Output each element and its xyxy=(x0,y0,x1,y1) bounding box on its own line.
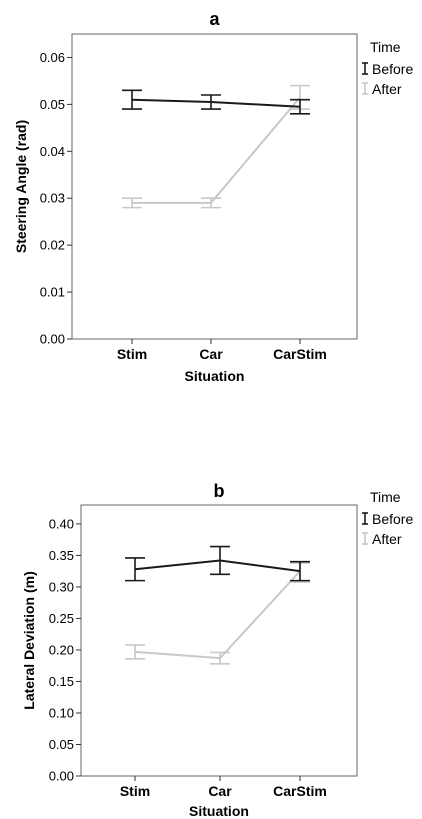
chart-1-legend-title: Time xyxy=(370,39,401,55)
chart-2-y-tick-label: 0.40 xyxy=(49,516,74,531)
chart-1-series-after-line xyxy=(132,96,301,204)
chart-1-x-category-label: Stim xyxy=(117,346,147,362)
chart-2-legend-title: Time xyxy=(370,489,401,505)
chart-1-legend-entry-after: After xyxy=(372,81,402,97)
chart-2-y-tick-label: 0.00 xyxy=(49,769,74,784)
chart-2-x-category-label: Stim xyxy=(120,783,150,799)
chart-2-y-axis-label: Lateral Deviation (m) xyxy=(21,571,37,709)
chart-2-y-tick-label: 0.35 xyxy=(49,548,74,563)
chart-2-y-tick-label: 0.25 xyxy=(49,611,74,626)
chart-1-x-category-label: Car xyxy=(199,346,223,362)
chart-1-y-axis-label: Steering Angle (rad) xyxy=(13,120,29,253)
chart-2-series-after-line xyxy=(134,570,301,660)
chart-2-series-before-line xyxy=(134,559,301,573)
chart-2-y-tick-label: 0.30 xyxy=(49,579,74,594)
chart-2-x-axis-label: Situation xyxy=(189,803,249,819)
chart-2-y-tick-label: 0.20 xyxy=(49,642,74,657)
chart-2-y-tick-label: 0.15 xyxy=(49,674,74,689)
chart-1-plot-frame xyxy=(71,33,358,340)
chart-1-y-tick-label: 0.00 xyxy=(40,332,65,347)
chart-1-y-tick-label: 0.04 xyxy=(40,144,65,159)
chart-2-x-category-label: Car xyxy=(208,783,232,799)
chart-2-legend-entry-after: After xyxy=(372,531,402,547)
chart-2-plot-frame xyxy=(80,504,358,777)
chart-1-series-before-line xyxy=(131,98,301,108)
chart-1-x-category-label: CarStim xyxy=(273,346,327,362)
chart-1-y-tick-label: 0.02 xyxy=(40,238,65,253)
chart-1-y-tick-label: 0.03 xyxy=(40,191,65,206)
chart-1-x-axis-label: Situation xyxy=(185,368,245,384)
chart-2-x-category-label: CarStim xyxy=(273,783,327,799)
chart-2-legend-entry-before: Before xyxy=(372,511,413,527)
chart-1-y-tick-label: 0.05 xyxy=(40,97,65,112)
chart-2-title: b xyxy=(214,481,225,501)
chart-1-y-tick-label: 0.06 xyxy=(40,50,65,65)
chart-1-y-tick-label: 0.01 xyxy=(40,285,65,300)
chart-2-y-tick-label: 0.10 xyxy=(49,705,74,720)
chart-2-y-tick-label: 0.05 xyxy=(49,737,74,752)
chart-1-legend-entry-before: Before xyxy=(372,61,413,77)
chart-1-title: a xyxy=(209,9,220,29)
